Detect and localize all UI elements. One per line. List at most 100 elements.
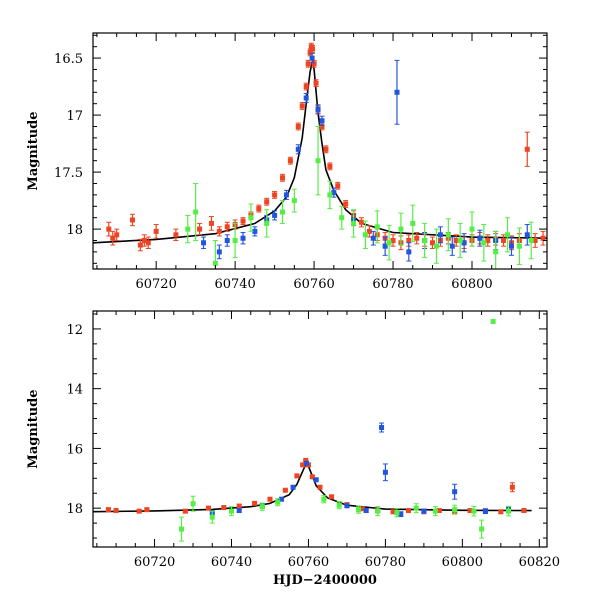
data-point xyxy=(452,489,458,495)
data-point xyxy=(398,511,404,517)
data-point xyxy=(287,158,293,164)
data-point xyxy=(105,507,111,513)
data-point xyxy=(336,502,342,508)
data-point xyxy=(216,249,222,255)
data-point xyxy=(524,232,530,238)
data-point xyxy=(449,243,455,249)
data-point xyxy=(205,505,211,511)
data-point xyxy=(329,494,335,500)
data-point xyxy=(477,235,483,241)
data-point xyxy=(221,505,227,511)
data-point xyxy=(208,220,214,226)
data-point xyxy=(461,240,467,246)
data-point xyxy=(509,484,515,490)
data-point xyxy=(313,477,319,483)
data-point xyxy=(505,232,511,238)
x-tick-label: 60800 xyxy=(442,555,483,570)
data-point xyxy=(145,240,151,246)
data-point xyxy=(406,249,412,255)
data-point xyxy=(453,237,459,243)
data-point xyxy=(252,500,258,506)
data-point xyxy=(185,226,191,232)
data-point xyxy=(144,507,150,513)
data-point xyxy=(437,232,443,238)
data-point xyxy=(321,496,327,502)
data-point xyxy=(331,190,337,196)
data-point xyxy=(264,220,270,226)
data-point xyxy=(521,508,527,514)
data-point xyxy=(370,235,376,241)
bottom-plot-frame xyxy=(92,310,548,548)
y-tick-label: 18 xyxy=(66,223,83,238)
data-point xyxy=(344,503,350,509)
data-point xyxy=(390,509,396,515)
data-point xyxy=(319,118,325,124)
data-point xyxy=(482,508,488,514)
data-point xyxy=(532,237,538,243)
bottom-panel: 60720 60740 60760 60780 60800 60820 12 14 16 18 M… xyxy=(26,310,560,588)
data-point xyxy=(490,318,496,324)
x-tick-label: 60740 xyxy=(211,555,252,570)
data-point xyxy=(436,508,442,514)
data-point xyxy=(291,198,297,204)
data-point xyxy=(240,218,246,224)
data-point xyxy=(264,199,270,205)
x-tick-label: 60760 xyxy=(293,277,334,292)
data-point xyxy=(315,158,321,164)
data-point xyxy=(413,505,419,511)
data-point xyxy=(355,507,361,513)
data-point xyxy=(182,508,188,514)
data-point xyxy=(516,243,522,249)
data-point xyxy=(113,508,119,514)
data-point xyxy=(506,508,512,514)
data-point xyxy=(309,55,315,61)
data-point xyxy=(153,228,159,234)
bottom-x-axis-title: HJD−2400000 xyxy=(273,573,377,588)
data-point xyxy=(309,474,315,480)
data-point xyxy=(313,80,319,86)
data-point xyxy=(309,46,315,52)
data-point xyxy=(248,215,254,221)
data-point xyxy=(327,192,333,198)
data-point xyxy=(343,201,349,207)
data-point xyxy=(481,240,487,246)
data-point xyxy=(335,183,341,189)
y-tick-label: 18 xyxy=(66,502,83,517)
data-point xyxy=(445,232,451,238)
data-point xyxy=(479,526,485,532)
data-point xyxy=(319,123,325,129)
data-point xyxy=(422,237,428,243)
x-tick-label: 60720 xyxy=(135,277,176,292)
data-point xyxy=(398,226,404,232)
x-tick-label: 60800 xyxy=(451,277,492,292)
data-point xyxy=(173,232,179,238)
data-point xyxy=(358,219,364,225)
data-point xyxy=(303,457,309,463)
data-point xyxy=(528,237,534,243)
data-point xyxy=(359,506,365,512)
data-point xyxy=(178,526,184,532)
data-point xyxy=(110,235,116,241)
data-point xyxy=(382,469,388,475)
top-series-0 xyxy=(106,42,546,252)
data-point xyxy=(275,499,281,505)
data-point xyxy=(212,260,218,266)
x-tick-label: 60780 xyxy=(372,277,413,292)
data-point xyxy=(351,220,357,226)
data-point xyxy=(236,508,242,514)
data-point xyxy=(405,508,411,514)
data-point xyxy=(457,237,463,243)
data-point xyxy=(129,217,135,223)
x-tick-label: 60720 xyxy=(134,555,175,570)
y-tick-label: 17 xyxy=(66,109,83,124)
data-point xyxy=(283,192,289,198)
y-tick-label: 12 xyxy=(66,323,83,338)
y-tick-label: 16 xyxy=(66,442,83,457)
data-point xyxy=(294,473,300,479)
data-point xyxy=(315,106,321,112)
data-point xyxy=(303,84,309,90)
data-point xyxy=(224,237,230,243)
data-point xyxy=(240,235,246,241)
data-point xyxy=(485,237,491,243)
